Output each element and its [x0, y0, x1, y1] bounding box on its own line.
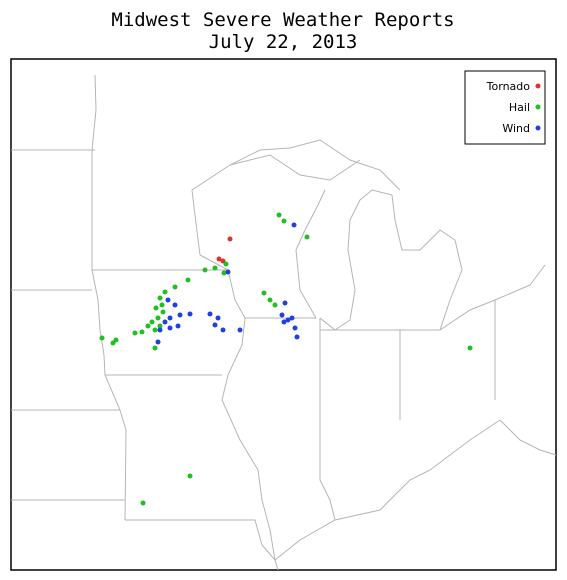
report-dot: [212, 322, 218, 328]
reports: [99, 212, 473, 506]
report-dot: [132, 330, 138, 336]
report-dot: [223, 261, 229, 267]
report-dot: [153, 305, 159, 311]
report-dot: [167, 325, 173, 331]
report-dot: [304, 234, 310, 240]
report-dot: [157, 295, 163, 301]
report-dot: [152, 327, 158, 333]
report-dot: [160, 309, 166, 315]
legend-label: Tornado: [486, 80, 531, 93]
report-dot: [267, 297, 273, 303]
report-dot: [289, 315, 295, 321]
report-dot: [152, 345, 158, 351]
report-dot: [165, 297, 171, 303]
report-dot: [215, 315, 221, 321]
report-dot: [276, 212, 282, 218]
report-dot: [145, 323, 151, 329]
report-dot: [162, 319, 168, 325]
report-dot: [172, 284, 178, 290]
title-line: July 22, 2013: [209, 31, 358, 53]
report-dot: [167, 315, 173, 321]
report-dot: [162, 289, 168, 295]
report-dot: [157, 323, 163, 329]
report-dot: [225, 269, 231, 275]
legend-dot: [535, 125, 541, 131]
report-dot: [149, 319, 155, 325]
report-dot: [272, 302, 278, 308]
report-dot: [261, 290, 267, 296]
report-dot: [172, 302, 178, 308]
report-dot: [467, 345, 473, 351]
legend-box: [464, 70, 546, 145]
report-dot: [110, 340, 116, 346]
report-dot: [155, 339, 161, 345]
report-dot: [140, 500, 146, 506]
report-dot: [291, 222, 297, 228]
report-dot: [185, 277, 191, 283]
legend-dot: [535, 104, 541, 110]
report-dot: [285, 317, 291, 323]
report-dot: [212, 265, 218, 271]
legend-dot: [535, 83, 541, 89]
report-dot: [279, 312, 285, 318]
report-dot: [155, 315, 161, 321]
report-dot: [157, 327, 163, 333]
report-dot: [207, 311, 213, 317]
report-dot: [237, 327, 243, 333]
report-dot: [202, 267, 208, 273]
report-dot: [227, 236, 233, 242]
report-dot: [216, 256, 222, 262]
report-dot: [220, 327, 226, 333]
borders: [11, 74, 557, 571]
report-dot: [139, 329, 145, 335]
legend-label: Hail: [509, 101, 530, 114]
report-dot: [187, 311, 193, 317]
report-dot: [177, 312, 183, 318]
report-dot: [159, 302, 165, 308]
report-dot: [294, 334, 300, 340]
title-line: Midwest Severe Weather Reports: [111, 9, 454, 31]
report-dot: [282, 300, 288, 306]
report-dot: [281, 319, 287, 325]
legend-label: Wind: [502, 122, 530, 135]
report-dot: [187, 473, 193, 479]
report-dot: [292, 325, 298, 331]
report-dot: [221, 270, 227, 276]
report-dot: [175, 323, 181, 329]
report-dot: [99, 335, 105, 341]
report-dot: [281, 218, 287, 224]
